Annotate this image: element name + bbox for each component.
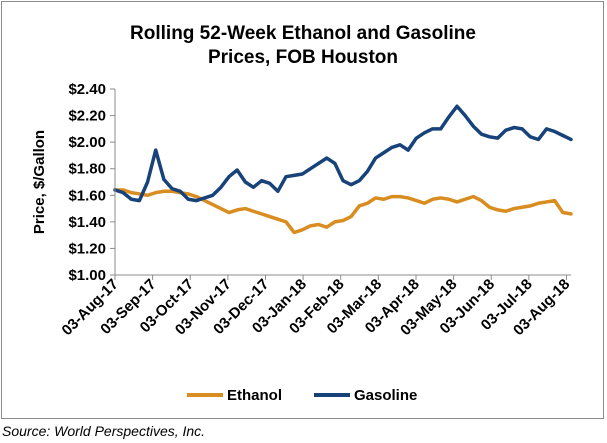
source-note: Source: World Perspectives, Inc.	[2, 423, 206, 439]
legend: Ethanol Gasoline	[187, 387, 417, 404]
y-tick-label: $1.40	[68, 214, 106, 231]
y-tick-label: $2.40	[68, 81, 106, 98]
y-tick-label: $1.20	[68, 240, 106, 257]
series-line-gasoline	[113, 104, 573, 203]
y-axis-label: Price, $/Gallon	[31, 130, 48, 234]
y-tick-label: $1.60	[68, 187, 106, 204]
legend-label-ethanol: Ethanol	[227, 387, 282, 404]
chart-title-line-1: Rolling 52-Week Ethanol and Gasoline	[130, 23, 476, 44]
chart-frame: Rolling 52-Week Ethanol and Gasoline Pri…	[1, 1, 604, 419]
chart-svg: Rolling 52-Week Ethanol and Gasoline Pri…	[31, 23, 573, 404]
y-tick-label: $1.00	[68, 267, 106, 284]
y-ticks: $1.00 $1.20 $1.40 $1.60 $1.80 $2.00 $2.20 $2.40	[68, 81, 115, 284]
x-ticks: 03-Aug-1703-Sep-1703-Oct-1703-Nov-1703-D…	[59, 275, 573, 339]
series-lines	[113, 104, 573, 235]
y-tick-label: $2.20	[68, 108, 106, 125]
y-tick-label: $2.00	[68, 134, 106, 151]
series-line-ethanol	[113, 188, 573, 235]
chart-title-line-2: Prices, FOB Houston	[208, 47, 398, 68]
legend-label-gasoline: Gasoline	[354, 387, 417, 404]
y-tick-label: $1.80	[68, 161, 106, 178]
